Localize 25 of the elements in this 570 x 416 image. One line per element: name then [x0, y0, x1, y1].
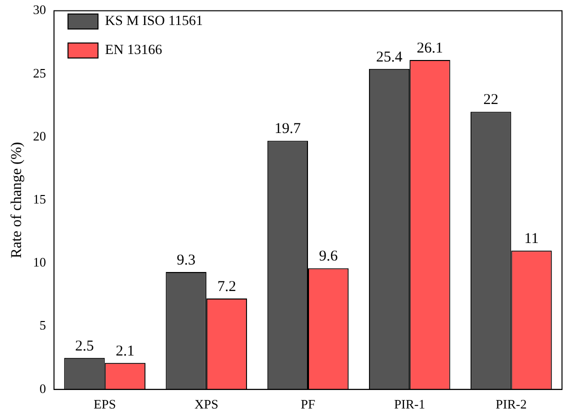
data-label: 2.5 [75, 338, 94, 354]
x-tick-label: XPS [194, 396, 218, 412]
y-tick-label: 20 [33, 128, 46, 144]
y-axis-title: Rate of change (%) [8, 142, 25, 258]
data-label: 22 [483, 92, 498, 108]
legend-label: KS M ISO 11561 [105, 14, 203, 30]
data-label: 9.3 [176, 252, 196, 268]
data-label: 25.4 [376, 49, 403, 66]
data-label: 19.7 [274, 121, 302, 138]
y-tick-label: 30 [33, 2, 46, 18]
data-label: 7.2 [217, 278, 236, 295]
data-label: 11 [524, 231, 539, 248]
legend-label: EN 13166 [105, 43, 162, 58]
x-tick-label: PIR-1 [394, 396, 426, 412]
x-tick-label: PIR-2 [496, 396, 527, 412]
data-label: 26.1 [416, 40, 444, 56]
y-tick-label: 10 [33, 254, 46, 270]
y-tick-label: 5 [40, 318, 46, 333]
y-tick-label: 15 [33, 192, 46, 207]
x-tick-label: EPS [94, 396, 116, 412]
y-tick-label: 0 [40, 380, 46, 396]
data-label: 2.1 [116, 343, 134, 360]
y-tick-label: 25 [33, 65, 46, 80]
x-tick-label: PF [300, 396, 316, 412]
data-label: 9.6 [318, 248, 338, 265]
